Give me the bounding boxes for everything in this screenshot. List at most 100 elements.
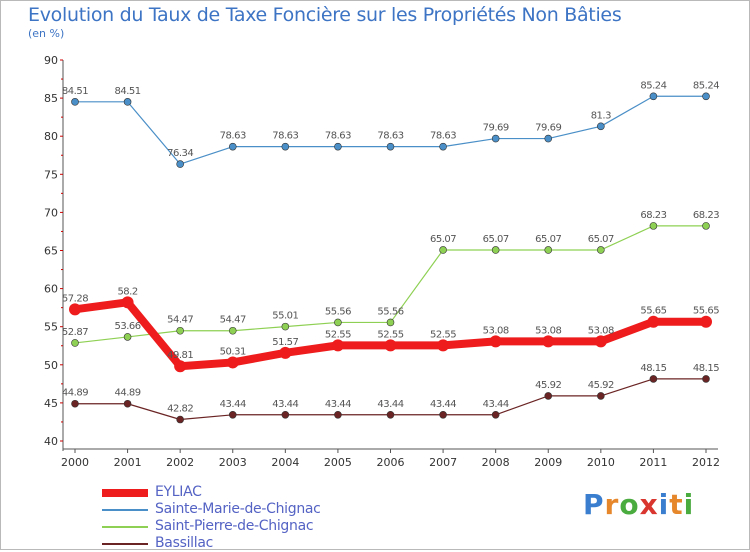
x-tick-label: 2004 <box>271 456 299 469</box>
y-tick-label: 85 <box>44 92 58 105</box>
data-point <box>597 246 605 254</box>
data-label: 81.3 <box>591 110 611 121</box>
data-point <box>386 318 395 327</box>
data-point <box>386 410 395 419</box>
x-tick-label: 2002 <box>166 456 194 469</box>
data-point <box>123 98 132 106</box>
logo-letter: r <box>604 488 620 521</box>
logo-letter: o <box>619 488 640 521</box>
chart-title: Evolution du Taux de Taxe Foncière sur l… <box>28 4 622 26</box>
data-label: 65.07 <box>588 234 614 245</box>
data-point <box>649 222 658 230</box>
data-label: 55.01 <box>272 311 298 322</box>
data-label: 52.87 <box>62 327 88 338</box>
data-point <box>542 335 555 348</box>
data-point <box>281 410 290 419</box>
data-label: 42.82 <box>167 404 193 415</box>
data-point <box>594 335 607 348</box>
data-label: 53.08 <box>483 325 509 336</box>
data-point <box>281 142 290 151</box>
x-tick-label: 2001 <box>114 456 142 469</box>
x-tick-label: 2003 <box>219 456 247 469</box>
data-label: 58.2 <box>117 286 137 297</box>
data-point <box>649 375 658 383</box>
data-point <box>702 222 710 230</box>
data-point <box>226 356 239 369</box>
data-point <box>437 339 450 352</box>
y-tick-label: 40 <box>44 435 58 448</box>
data-label: 55.65 <box>693 306 719 317</box>
data-point <box>334 142 342 151</box>
data-label: 55.65 <box>640 306 666 317</box>
data-label: 53.08 <box>588 325 614 336</box>
data-label: 43.44 <box>325 399 351 410</box>
data-point <box>439 246 447 254</box>
logo-letter: x <box>639 488 659 521</box>
chart-unit-label: (en %) <box>28 27 65 40</box>
x-tick-label: 2006 <box>377 456 405 469</box>
y-tick-label: 80 <box>44 130 58 143</box>
data-point <box>491 134 500 143</box>
legend-label: EYLIAC <box>155 484 202 500</box>
data-label: 43.44 <box>272 399 298 410</box>
data-point <box>597 122 605 131</box>
data-point <box>439 410 447 419</box>
data-label: 52.55 <box>377 329 403 340</box>
x-tick-label: 2009 <box>534 456 562 469</box>
data-point <box>176 415 184 424</box>
data-point <box>491 246 500 254</box>
data-point <box>544 246 553 254</box>
data-point <box>123 333 132 341</box>
data-label: 43.44 <box>430 399 456 410</box>
data-label: 68.23 <box>640 210 666 221</box>
y-tick-label: 90 <box>44 54 58 67</box>
data-point <box>386 142 395 151</box>
data-label: 57.28 <box>62 293 88 304</box>
data-point <box>384 339 397 352</box>
data-label: 55.56 <box>325 306 351 317</box>
data-point <box>489 335 502 348</box>
data-label: 44.89 <box>62 388 88 399</box>
x-tick-label: 2010 <box>587 456 615 469</box>
data-point <box>71 98 79 106</box>
data-label: 48.15 <box>640 363 666 374</box>
data-label: 54.47 <box>167 315 193 326</box>
legend-swatch <box>102 509 148 511</box>
data-point <box>647 315 660 328</box>
y-tick-label: 45 <box>44 397 58 410</box>
legend-swatch <box>102 543 148 545</box>
data-point <box>121 296 134 309</box>
data-label: 85.24 <box>640 80 666 91</box>
legend-label: Saint-Pierre-de-Chignac <box>155 518 314 534</box>
data-label: 84.51 <box>115 86 141 97</box>
data-label: 49.81 <box>167 350 193 361</box>
x-tick-label: 2008 <box>482 456 510 469</box>
data-point <box>228 142 237 151</box>
data-point <box>700 315 712 328</box>
data-label: 78.63 <box>325 131 351 142</box>
data-point <box>228 326 237 335</box>
data-point <box>439 142 447 151</box>
data-label: 55.56 <box>377 306 403 317</box>
data-label: 84.51 <box>62 86 88 97</box>
x-tick-label: 2007 <box>429 456 457 469</box>
data-label: 54.47 <box>220 315 246 326</box>
data-label: 43.44 <box>220 399 246 410</box>
x-tick-label: 2011 <box>639 456 667 469</box>
data-point <box>597 392 605 400</box>
data-label: 52.55 <box>430 329 456 340</box>
logo-letter: P <box>583 488 605 521</box>
data-label: 68.23 <box>693 210 719 221</box>
x-tick-label: 2000 <box>61 456 89 469</box>
data-point <box>334 318 342 327</box>
data-label: 76.34 <box>167 148 193 159</box>
data-label: 44.89 <box>115 388 141 399</box>
data-point <box>544 392 553 400</box>
data-label: 79.69 <box>483 123 509 134</box>
data-label: 52.55 <box>325 329 351 340</box>
data-point <box>544 134 553 143</box>
data-label: 78.63 <box>272 131 298 142</box>
legend-swatch <box>102 489 148 497</box>
data-label: 43.44 <box>377 399 403 410</box>
